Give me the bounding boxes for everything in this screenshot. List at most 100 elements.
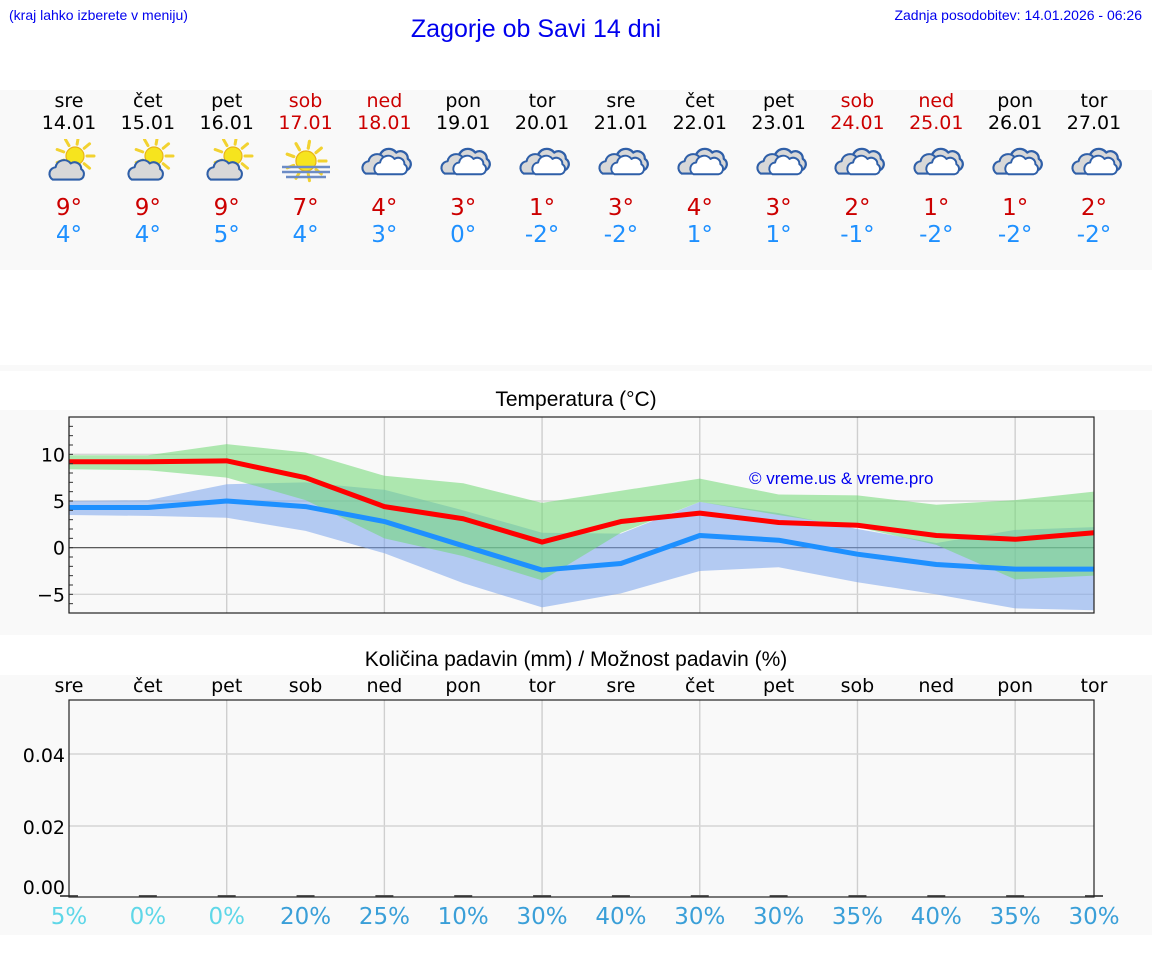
forecast-day: pon 19.01 3° 0° [424, 90, 502, 249]
precip-probability: 0% [208, 904, 245, 930]
y-tick-label: −5 [37, 584, 65, 606]
day-date: 17.01 [278, 112, 333, 134]
precip-day-label: čet [684, 675, 715, 697]
day-date: 15.01 [120, 112, 176, 134]
day-name: sob [840, 90, 875, 112]
precip-probability: 30% [516, 904, 568, 930]
fog-sun-icon [267, 137, 345, 187]
max-temp: 4° [686, 195, 713, 221]
separator [0, 365, 1152, 371]
overcast-icon [740, 137, 818, 187]
forecast-day: tor 27.01 2° -2° [1055, 90, 1133, 249]
max-temp: 2° [844, 195, 871, 221]
day-name: pet [211, 90, 243, 112]
temperature-chart-title: Temperatura (°C) [495, 388, 657, 411]
min-temp: -2° [997, 222, 1033, 248]
max-temp: 2° [1080, 195, 1108, 221]
min-temp: 3° [371, 222, 398, 248]
day-name: ned [918, 90, 955, 112]
precip-probability: 35% [989, 904, 1041, 930]
precip-probability: 25% [358, 904, 410, 930]
min-temp: 4° [55, 222, 83, 248]
max-temp: 1° [1002, 195, 1029, 221]
min-temp: -2° [524, 222, 560, 248]
day-name: pon [997, 90, 1033, 112]
day-date: 25.01 [909, 112, 964, 134]
min-temp: -2° [919, 222, 954, 248]
partly-cloudy-sun-icon [109, 137, 187, 187]
precip-probability: 10% [437, 904, 489, 930]
day-name: tor [528, 90, 556, 112]
partly-cloudy-sun-icon [188, 137, 266, 187]
forecast-day: sob 24.01 2° -1° [818, 90, 896, 249]
max-temp: 4° [371, 195, 398, 221]
forecast-day: tor 20.01 1° -2° [503, 90, 581, 249]
max-temp: 1° [528, 195, 556, 221]
day-name: sre [54, 90, 84, 112]
max-temp: 3° [607, 195, 634, 221]
forecast-day: pet 23.01 3° 1° [740, 90, 818, 249]
precip-day-label: pet [763, 675, 795, 697]
location-menu-hint[interactable]: (kraj lahko izberete v meniju) [9, 7, 188, 23]
precip-probability: 30% [753, 904, 805, 930]
precip-day-label: pon [997, 675, 1033, 697]
precip-probability: 0% [129, 904, 167, 930]
precip-day-label: tor [1080, 675, 1108, 697]
min-temp: 0° [450, 222, 477, 248]
day-date: 23.01 [751, 112, 806, 134]
min-temp: 4° [134, 222, 161, 248]
day-date: 27.01 [1066, 112, 1122, 134]
precip-day-label: pon [445, 675, 482, 697]
forecast-day: sob 17.01 7° 4° [267, 90, 345, 249]
min-temp: 1° [686, 222, 713, 248]
day-name: pet [763, 90, 795, 112]
day-date: 22.01 [672, 112, 727, 134]
overcast-icon [976, 137, 1054, 187]
precip-day-label: pet [211, 675, 243, 697]
y-tick-label: 10 [41, 444, 65, 466]
overcast-icon [897, 137, 975, 187]
precip-chart-title: Količina padavin (mm) / Možnost padavin … [364, 648, 788, 671]
overcast-icon [503, 137, 581, 187]
precip-day-label: sob [288, 675, 323, 697]
max-temp: 7° [292, 195, 319, 221]
precip-day-label: sre [54, 675, 84, 697]
forecast-day: sre 21.01 3° -2° [582, 90, 660, 249]
forecast-day: čet 15.01 9° 4° [109, 90, 187, 249]
forecast-day: ned 25.01 1° -2° [897, 90, 975, 249]
day-name: pon [445, 90, 482, 112]
y-tick-label: 5 [53, 491, 65, 513]
min-temp: -2° [1076, 222, 1112, 248]
forecast-day: sre 14.01 9° 4° [30, 90, 108, 249]
precip-chart: 0.04 0.02 0.00 [23, 699, 1103, 899]
min-temp: 5° [213, 222, 240, 248]
day-name: čet [133, 90, 163, 112]
precip-probability: 30% [1068, 904, 1120, 930]
y-tick-label: 0.02 [23, 817, 65, 839]
copyright-annotation: © vreme.us & vreme.pro [749, 469, 934, 488]
max-temp: 3° [765, 195, 792, 221]
overcast-icon [424, 137, 502, 187]
day-date: 21.01 [593, 112, 649, 134]
day-name: čet [684, 90, 715, 112]
day-date: 26.01 [987, 112, 1043, 134]
day-date: 16.01 [199, 112, 254, 134]
day-name: sre [606, 90, 636, 112]
precip-probability: 30% [674, 904, 726, 930]
forecast-day: čet 22.01 4° 1° [661, 90, 739, 249]
partly-cloudy-sun-icon [30, 137, 108, 187]
precip-probability: 35% [831, 904, 884, 930]
day-date: 24.01 [830, 112, 885, 134]
day-name: tor [1080, 90, 1108, 112]
forecast-day: pon 26.01 1° -2° [976, 90, 1054, 249]
precip-day-label: sob [840, 675, 875, 697]
precip-probability: 20% [279, 904, 332, 930]
min-temp: -1° [840, 222, 875, 248]
forecast-day-strip: sre 14.01 9° 4° čet 15.01 9° 4° pet 16.01 9° 5° sob 1… [0, 90, 1152, 270]
day-date: 14.01 [41, 112, 97, 134]
forecast-day: ned 18.01 4° 3° [345, 90, 423, 249]
min-temp: 4° [292, 222, 319, 248]
day-date: 18.01 [357, 112, 412, 134]
last-update: Zadnja posodobitev: 14.01.2026 - 06:26 [894, 7, 1142, 23]
overcast-icon [582, 137, 660, 187]
